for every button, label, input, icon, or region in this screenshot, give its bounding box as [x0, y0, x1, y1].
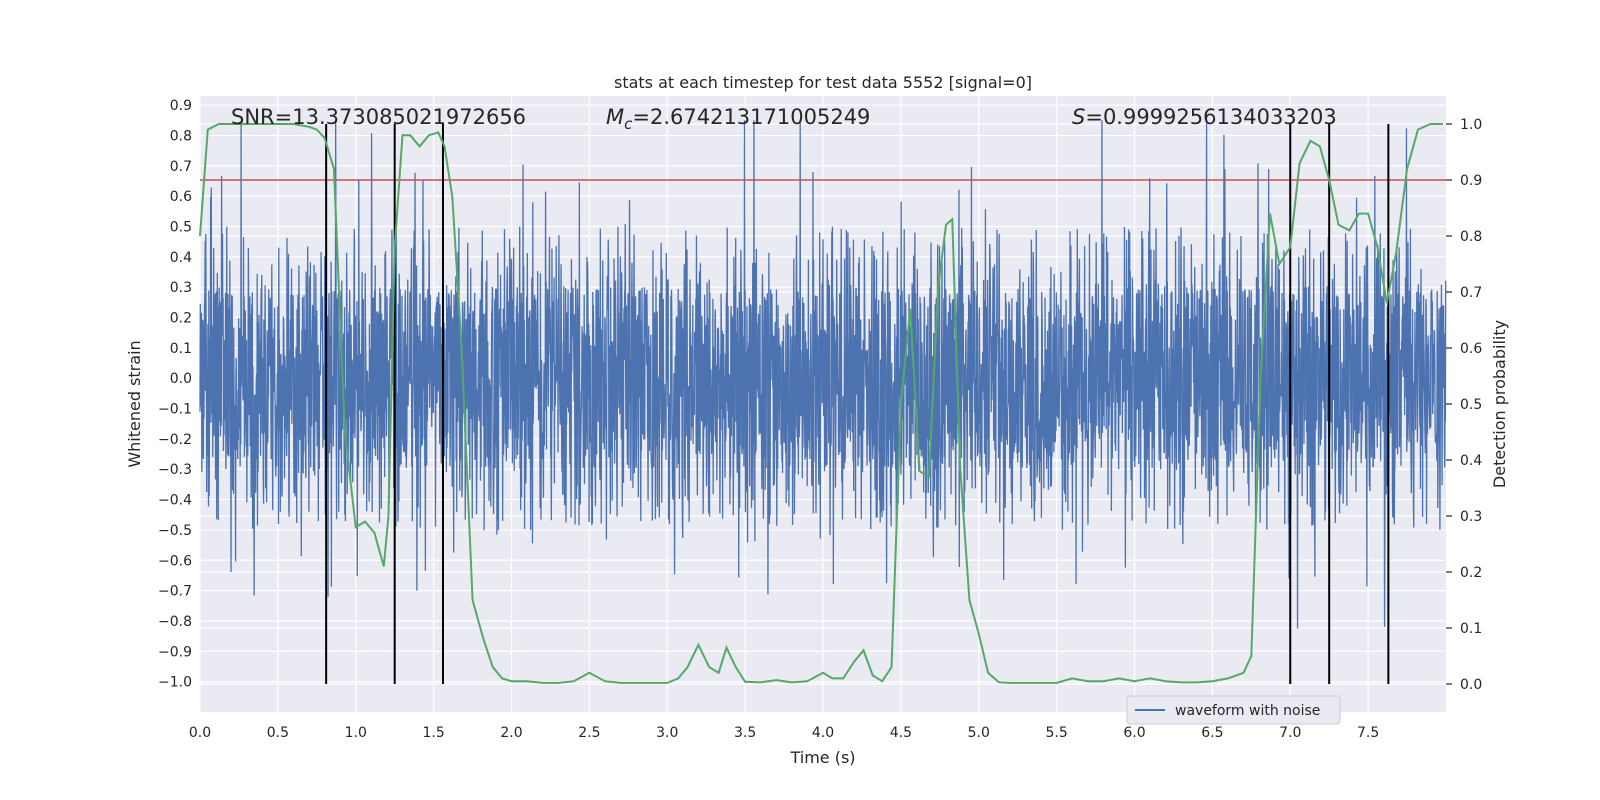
x-tick-label: 0.0	[189, 725, 211, 741]
y2-tick-label: 1.0	[1460, 117, 1482, 133]
chirp-mass-stat: Mc=2.674213171005249	[606, 105, 870, 133]
x-tick-label: 5.5	[1045, 725, 1067, 741]
x-tick-label: 3.0	[656, 725, 678, 741]
y2-axis-label: Detection probability	[1490, 320, 1509, 488]
significance-symbol: S	[1072, 105, 1085, 129]
y-tick-label: −0.9	[158, 644, 192, 660]
x-tick-label: 6.0	[1123, 725, 1145, 741]
y2-tick-labels: 1.0 0.9 0.8 0.7 0.6 0.5 0.4 0.3 0.2 0.1 0.0	[1446, 117, 1482, 693]
probability-line	[199, 123, 1443, 684]
y-tick-label: −0.3	[158, 462, 192, 478]
x-tick-label: 7.0	[1279, 725, 1301, 741]
y-tick-label: 0.6	[170, 189, 192, 205]
legend-box	[1126, 695, 1341, 725]
x-tick-label: 6.5	[1201, 725, 1223, 741]
y2-tick-label: 0.3	[1460, 509, 1482, 525]
y-tick-label: 0.3	[170, 280, 192, 296]
chirp-mass-symbol: M	[606, 105, 624, 129]
y-tick-label: −0.5	[158, 523, 192, 539]
y-tick-label: 0.8	[170, 128, 192, 144]
y-tick-label: −0.7	[158, 584, 192, 600]
y-tick-label: −0.1	[158, 402, 192, 418]
y-tick-label: 0.5	[170, 219, 192, 235]
x-tick-label: 0.5	[267, 725, 289, 741]
x-tick-label: 3.5	[734, 725, 756, 741]
x-tick-label: 7.5	[1357, 725, 1379, 741]
y-axis-label: Whitened strain	[125, 340, 144, 467]
y-tick-label: 0.0	[170, 371, 192, 387]
y2-tick-label: 0.6	[1460, 341, 1482, 357]
y2-tick-label: 0.0	[1460, 677, 1482, 693]
y-tick-label: 0.9	[170, 98, 192, 114]
y-tick-label: 0.2	[170, 311, 192, 327]
chirp-mass-value: =2.674213171005249	[632, 105, 870, 129]
legend: waveform with noise	[1126, 695, 1341, 725]
y2-tick-label: 0.8	[1460, 229, 1482, 245]
snr-stat: SNR=13.373085021972656	[231, 105, 526, 129]
y-tick-labels: 0.9 0.8 0.7 0.6 0.5 0.4 0.3 0.2 0.1 0.0 −0.1 −0.2 −0…	[158, 98, 192, 691]
y-tick-label: −0.6	[158, 553, 192, 569]
chart-title: stats at each timestep for test data 555…	[614, 73, 1032, 92]
x-tick-label: 1.0	[345, 725, 367, 741]
y2-tick-label: 0.1	[1460, 621, 1482, 637]
y-tick-label: −0.8	[158, 614, 192, 630]
significance-value: =0.9999256134033203	[1085, 105, 1336, 129]
waveform-series	[199, 120, 1447, 629]
y-tick-label: 0.4	[170, 250, 192, 266]
y-tick-label: 0.7	[170, 159, 192, 175]
y-tick-label: −0.2	[158, 432, 192, 448]
chirp-mass-subscript: c	[624, 115, 633, 133]
y2-tick-label: 0.7	[1460, 285, 1482, 301]
legend-entry-waveform: waveform with noise	[1175, 703, 1320, 719]
probability-series	[199, 123, 1443, 684]
y2-tick-label: 0.4	[1460, 453, 1482, 469]
y2-tick-label: 0.9	[1460, 173, 1482, 189]
y-tick-label: 0.1	[170, 341, 192, 357]
x-tick-label: 4.5	[890, 725, 912, 741]
significance-stat: S=0.9999256134033203	[1072, 105, 1337, 129]
x-tick-label: 5.0	[968, 725, 990, 741]
y-tick-label: −0.4	[158, 493, 192, 509]
x-tick-label: 2.0	[500, 725, 522, 741]
x-tick-label: 4.0	[812, 725, 834, 741]
waveform-line	[199, 120, 1447, 629]
y2-tick-label: 0.2	[1460, 565, 1482, 581]
y-tick-label: −1.0	[158, 675, 192, 691]
x-tick-label: 2.5	[578, 725, 600, 741]
event-markers	[325, 124, 1390, 684]
x-axis-label: Time (s)	[789, 748, 855, 767]
x-tick-labels: 0.0 0.5 1.0 1.5 2.0 2.5 3.0 3.5 4.0 4.5 5.0 5.5 6.0 6…	[189, 725, 1379, 741]
x-tick-label: 1.5	[422, 725, 444, 741]
y2-tick-label: 0.5	[1460, 397, 1482, 413]
